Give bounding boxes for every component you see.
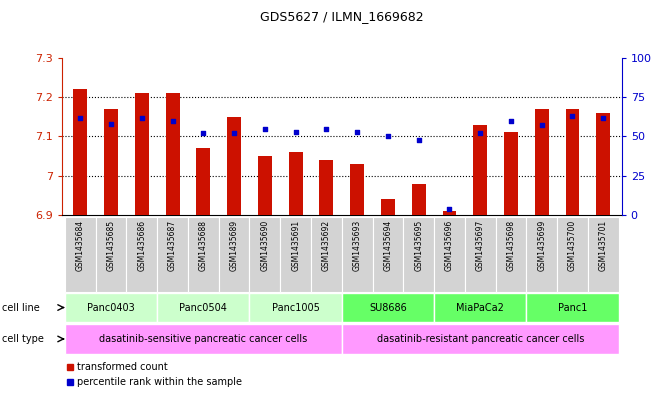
Text: GSM1435684: GSM1435684 — [76, 220, 85, 271]
Text: GSM1435692: GSM1435692 — [322, 220, 331, 271]
Point — [536, 122, 547, 129]
Bar — [197, 148, 210, 215]
Bar — [411, 184, 426, 215]
Text: cell line: cell line — [2, 303, 40, 312]
Bar — [65, 217, 96, 292]
Text: GSM1435699: GSM1435699 — [537, 220, 546, 271]
Bar — [311, 217, 342, 292]
Text: GSM1435698: GSM1435698 — [506, 220, 516, 271]
Bar — [596, 113, 610, 215]
Point — [137, 114, 147, 121]
Point — [383, 133, 393, 140]
Text: Panc1: Panc1 — [558, 303, 587, 312]
Bar — [227, 117, 241, 215]
Text: cell type: cell type — [2, 334, 44, 344]
Bar — [157, 293, 249, 322]
Text: GSM1435688: GSM1435688 — [199, 220, 208, 271]
Text: dasatinib-resistant pancreatic cancer cells: dasatinib-resistant pancreatic cancer ce… — [376, 334, 584, 344]
Bar — [350, 164, 364, 215]
Text: GSM1435693: GSM1435693 — [353, 220, 362, 271]
Bar — [65, 293, 157, 322]
Point — [167, 118, 178, 124]
Point — [598, 114, 609, 121]
Text: MiaPaCa2: MiaPaCa2 — [456, 303, 504, 312]
Bar — [527, 293, 618, 322]
Text: SU8686: SU8686 — [369, 303, 407, 312]
Text: GSM1435689: GSM1435689 — [230, 220, 239, 271]
Text: Panc1005: Panc1005 — [271, 303, 320, 312]
Legend: transformed count, percentile rank within the sample: transformed count, percentile rank withi… — [66, 362, 242, 387]
Bar — [465, 217, 495, 292]
Text: Panc0403: Panc0403 — [87, 303, 135, 312]
Bar — [557, 217, 588, 292]
Text: GDS5627 / ILMN_1669682: GDS5627 / ILMN_1669682 — [260, 10, 424, 23]
Point — [321, 125, 331, 132]
Point — [106, 121, 117, 127]
Point — [567, 113, 577, 119]
Bar — [535, 109, 549, 215]
Point — [260, 125, 270, 132]
Bar — [104, 109, 118, 215]
Point — [444, 206, 454, 212]
Bar — [342, 217, 372, 292]
Bar — [157, 217, 188, 292]
Bar — [381, 199, 395, 215]
Point — [198, 130, 208, 136]
Point — [229, 130, 240, 136]
Text: GSM1435685: GSM1435685 — [107, 220, 116, 271]
Text: GSM1435687: GSM1435687 — [168, 220, 177, 271]
Text: GSM1435701: GSM1435701 — [599, 220, 608, 271]
Bar — [258, 156, 271, 215]
Bar — [504, 132, 518, 215]
Bar — [74, 89, 87, 215]
Bar — [443, 211, 456, 215]
Text: GSM1435694: GSM1435694 — [383, 220, 393, 271]
Text: GSM1435695: GSM1435695 — [414, 220, 423, 271]
Text: GSM1435697: GSM1435697 — [476, 220, 485, 271]
Point — [413, 136, 424, 143]
Text: GSM1435690: GSM1435690 — [260, 220, 270, 271]
Bar — [249, 293, 342, 322]
Bar — [320, 160, 333, 215]
Text: GSM1435691: GSM1435691 — [291, 220, 300, 271]
Bar — [342, 293, 434, 322]
Bar — [588, 217, 618, 292]
Bar — [219, 217, 249, 292]
Point — [475, 130, 486, 136]
Bar — [249, 217, 280, 292]
Bar — [126, 217, 157, 292]
Bar — [527, 217, 557, 292]
Bar — [96, 217, 126, 292]
Text: Panc0504: Panc0504 — [180, 303, 227, 312]
Point — [75, 114, 85, 121]
Bar — [404, 217, 434, 292]
Bar — [473, 125, 487, 215]
Text: GSM1435686: GSM1435686 — [137, 220, 146, 271]
Text: GSM1435700: GSM1435700 — [568, 220, 577, 271]
Bar — [372, 217, 404, 292]
Bar — [434, 217, 465, 292]
Bar — [165, 93, 180, 215]
Bar — [566, 109, 579, 215]
Point — [290, 129, 301, 135]
Point — [506, 118, 516, 124]
Text: dasatinib-sensitive pancreatic cancer cells: dasatinib-sensitive pancreatic cancer ce… — [99, 334, 307, 344]
Bar — [65, 324, 342, 354]
Bar — [495, 217, 527, 292]
Bar — [280, 217, 311, 292]
Point — [352, 129, 363, 135]
Bar — [342, 324, 618, 354]
Bar — [434, 293, 527, 322]
Bar — [135, 93, 148, 215]
Text: GSM1435696: GSM1435696 — [445, 220, 454, 271]
Bar — [288, 152, 303, 215]
Bar — [188, 217, 219, 292]
